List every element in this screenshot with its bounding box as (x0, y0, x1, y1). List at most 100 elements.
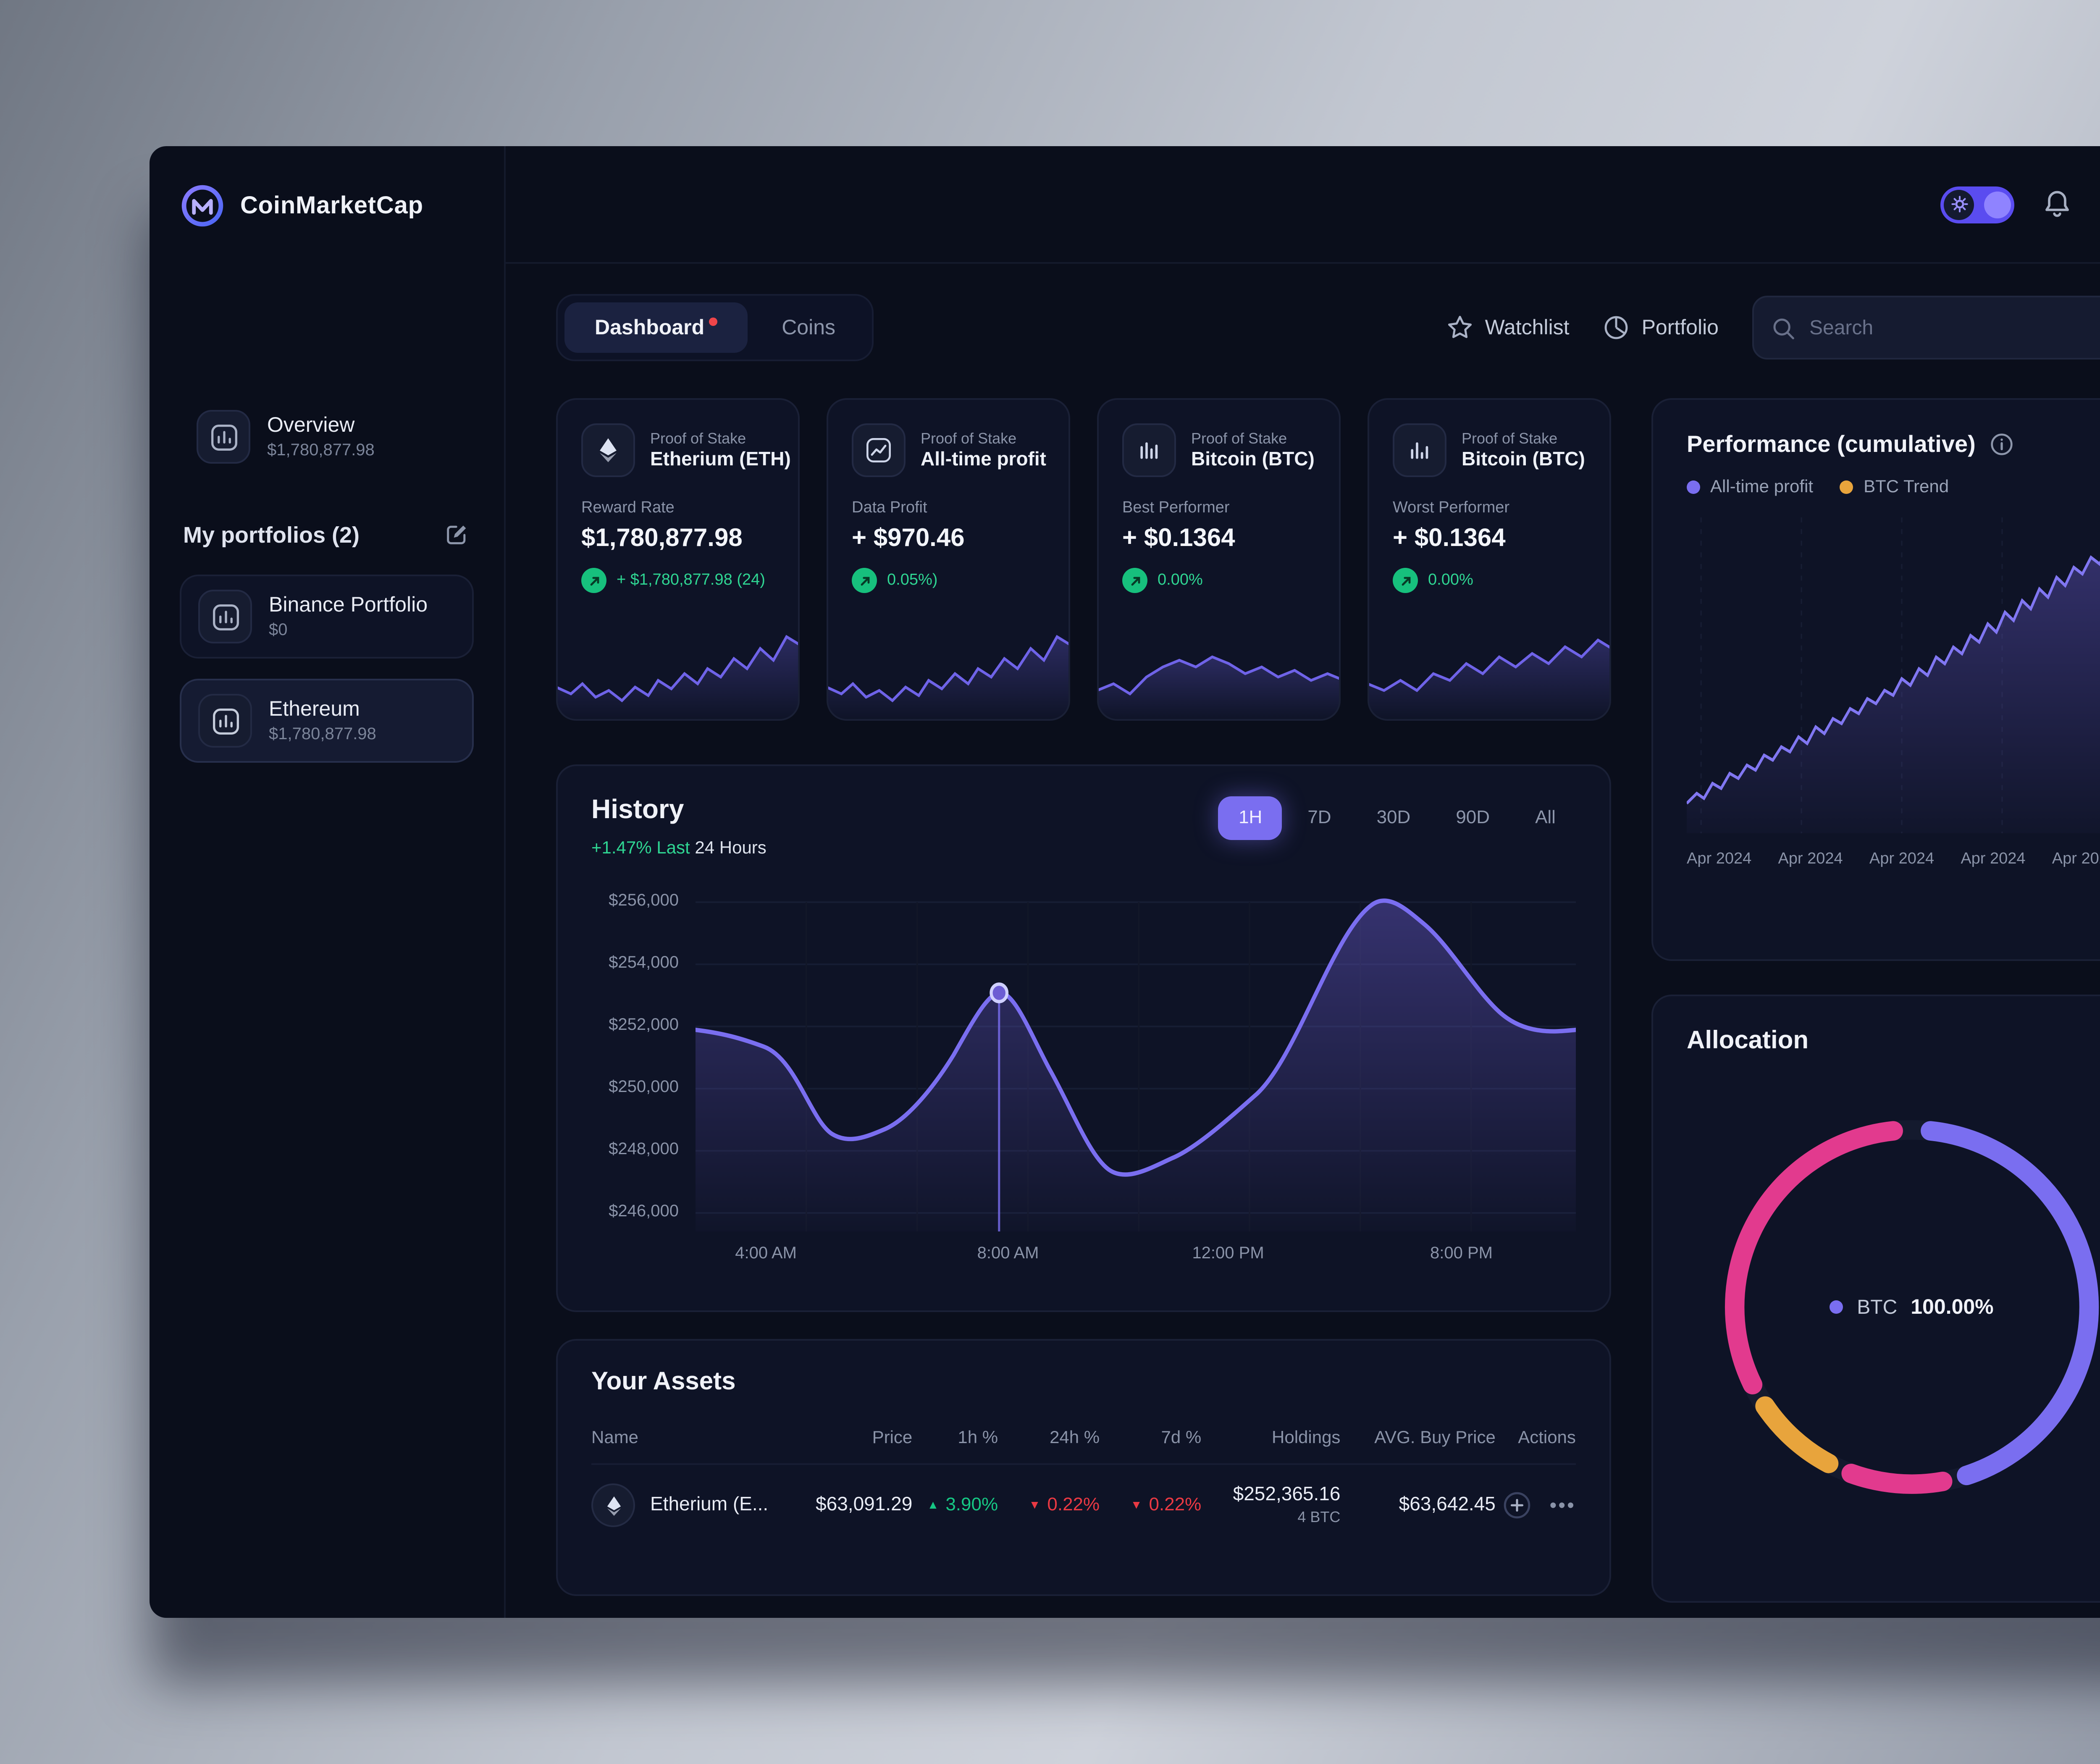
asset-row-name[interactable]: Etherium (E... (591, 1465, 795, 1530)
eth-icon (591, 1483, 635, 1527)
y-label: $252,000 (609, 1016, 679, 1035)
allocation-asset: BTC (1857, 1295, 1898, 1319)
x-label: Apr 2024 (1687, 850, 1752, 869)
y-label: $246,000 (609, 1203, 679, 1221)
purple-dot-icon (1687, 480, 1700, 494)
asset-24h-change: ▼ 0.22% (1029, 1495, 1100, 1515)
watchlist-link[interactable]: Watchlist (1446, 314, 1570, 341)
history-x-axis: 4:00 AM 8:00 AM 12:00 PM 8:00 PM (696, 1245, 1576, 1272)
portfolio-name: Ethereum (269, 697, 360, 721)
col-24h: 24h % (998, 1413, 1100, 1465)
x-label: 8:00 PM (1430, 1245, 1493, 1263)
card-value: + $0.1364 (1393, 524, 1506, 553)
edit-portfolios-icon[interactable] (444, 521, 470, 548)
tab-coins[interactable]: Coins (751, 302, 866, 353)
sidebar-item-binance-portfolio[interactable]: Binance Portfolio $0 (180, 575, 474, 659)
sparkline-chart (1369, 638, 1609, 719)
y-label: $250,000 (609, 1079, 679, 1097)
asset-holdings-sub: 4 BTC (1297, 1509, 1341, 1525)
performance-chart[interactable] (1687, 517, 2100, 833)
portfolio-link[interactable]: Portfolio (1603, 314, 1719, 341)
sidebar-item-ethereum[interactable]: Ethereum $1,780,877.98 (180, 679, 474, 763)
search-icon (1773, 318, 1794, 339)
assets-title: Your Assets (591, 1368, 736, 1396)
col-name: Name (591, 1413, 795, 1465)
stat-card-best-performer[interactable]: Proof of Stake Bitcoin (BTC) Best Perfor… (1097, 398, 1341, 721)
range-90d[interactable]: 90D (1456, 808, 1490, 828)
history-panel: History +1.47% Last 24 Hours 1H 7D 30D (556, 764, 1611, 1312)
card-metric-label: Reward Rate (581, 499, 675, 517)
down-triangle-icon: ▼ (1029, 1499, 1041, 1511)
card-metric-label: Best Performer (1122, 499, 1230, 517)
col-actions: Actions (1495, 1413, 1576, 1465)
y-label: $254,000 (609, 954, 679, 973)
card-title: Etherium (ETH) (650, 450, 791, 470)
theme-toggle[interactable] (1940, 186, 2014, 223)
x-label: Apr 2024 (1869, 850, 1935, 869)
stat-card-all-time-profit[interactable]: Proof of Stake All-time profit Data Prof… (827, 398, 1070, 721)
range-7d[interactable]: 7D (1307, 808, 1331, 828)
up-arrow-badge-icon (852, 568, 877, 593)
performance-title: Performance (cumulative) (1687, 430, 1976, 457)
portfolio-name: Binance Portfolio (269, 593, 428, 617)
card-tag: Proof of Stake (921, 430, 1017, 447)
brand-name: CoinMarketCap (240, 192, 423, 219)
card-metric-label: Worst Performer (1393, 499, 1510, 517)
asset-1h-change: ▲ 3.90% (927, 1495, 998, 1515)
portfolio-value: $0 (269, 622, 288, 640)
gear-icon (1944, 189, 1974, 219)
line-chart-icon (852, 423, 906, 477)
sidebar-item-overview[interactable]: Overview $1,780,877.98 (180, 396, 474, 477)
down-triangle-icon: ▼ (1130, 1499, 1142, 1511)
more-options-button[interactable]: ••• (1549, 1494, 1576, 1517)
col-price: Price (795, 1413, 913, 1465)
up-arrow-badge-icon (1122, 568, 1147, 593)
x-label: 12:00 PM (1192, 1245, 1264, 1263)
info-icon[interactable] (1989, 431, 2014, 456)
bar-chart-icon (1122, 423, 1176, 477)
notifications-bell-icon[interactable] (2041, 188, 2073, 220)
x-label: 8:00 AM (977, 1245, 1039, 1263)
performance-legend: All-time profit BTC Trend (1687, 477, 2100, 497)
stat-card-worst-performer[interactable]: Proof of Stake Bitcoin (BTC) Worst Perfo… (1368, 398, 1611, 721)
tab-dashboard[interactable]: Dashboard (564, 302, 748, 353)
marker-dot (990, 982, 1009, 1003)
binance-portfolio-icon (198, 590, 252, 643)
notification-dot (709, 318, 718, 326)
topbar (506, 146, 2100, 264)
card-tag: Proof of Stake (1191, 430, 1287, 447)
portfolios-heading: My portfolios (2) (183, 522, 360, 547)
x-label: Apr 2024 (2052, 850, 2100, 869)
history-period: 24 Hours (695, 838, 766, 858)
stat-card-reward-rate[interactable]: Proof of Stake Etherium (ETH) Reward Rat… (556, 398, 800, 721)
asset-name: Etherium (E... (650, 1495, 769, 1515)
y-label: $256,000 (609, 892, 679, 911)
allocation-donut-chart[interactable]: BTC 100.00% (1687, 1082, 2100, 1532)
toggle-knob (1984, 191, 2011, 218)
portfolio-value: $1,780,877.98 (269, 726, 376, 744)
asset-avg-buy-price: $63,642.45 (1399, 1495, 1496, 1515)
search-box[interactable]: / (1752, 296, 2100, 360)
asset-price: $63,091.29 (816, 1495, 913, 1515)
range-30d[interactable]: 30D (1376, 808, 1411, 828)
coinmarketcap-logo-icon (181, 185, 223, 227)
search-input[interactable] (1809, 316, 2087, 339)
orange-dot-icon (1840, 480, 1854, 494)
range-1h[interactable]: 1H (1218, 796, 1283, 840)
col-avg-buy-price: AVG. Buy Price (1340, 1413, 1496, 1465)
history-chart[interactable] (696, 889, 1576, 1231)
up-arrow-badge-icon (581, 568, 606, 593)
col-7d: 7d % (1100, 1413, 1202, 1465)
up-triangle-icon: ▲ (927, 1499, 939, 1511)
right-column: Performance (cumulative) All-time profit (1651, 398, 2100, 1603)
sidebar: CoinMarketCap Overview $1,780,877.98 My … (150, 146, 506, 1618)
card-metric-label: Data Profit (852, 499, 927, 517)
segment-purple (1921, 1121, 2099, 1486)
add-transaction-button[interactable] (1503, 1490, 1533, 1520)
history-y-axis: $256,000 $254,000 $252,000 $250,000 $248… (591, 889, 679, 1231)
pie-chart-icon (1605, 316, 1628, 339)
range-all[interactable]: All (1535, 808, 1556, 828)
allocation-title: Allocation (1687, 1026, 1809, 1055)
tab-coins-label: Coins (782, 316, 836, 339)
overview-label: Overview (267, 413, 355, 437)
